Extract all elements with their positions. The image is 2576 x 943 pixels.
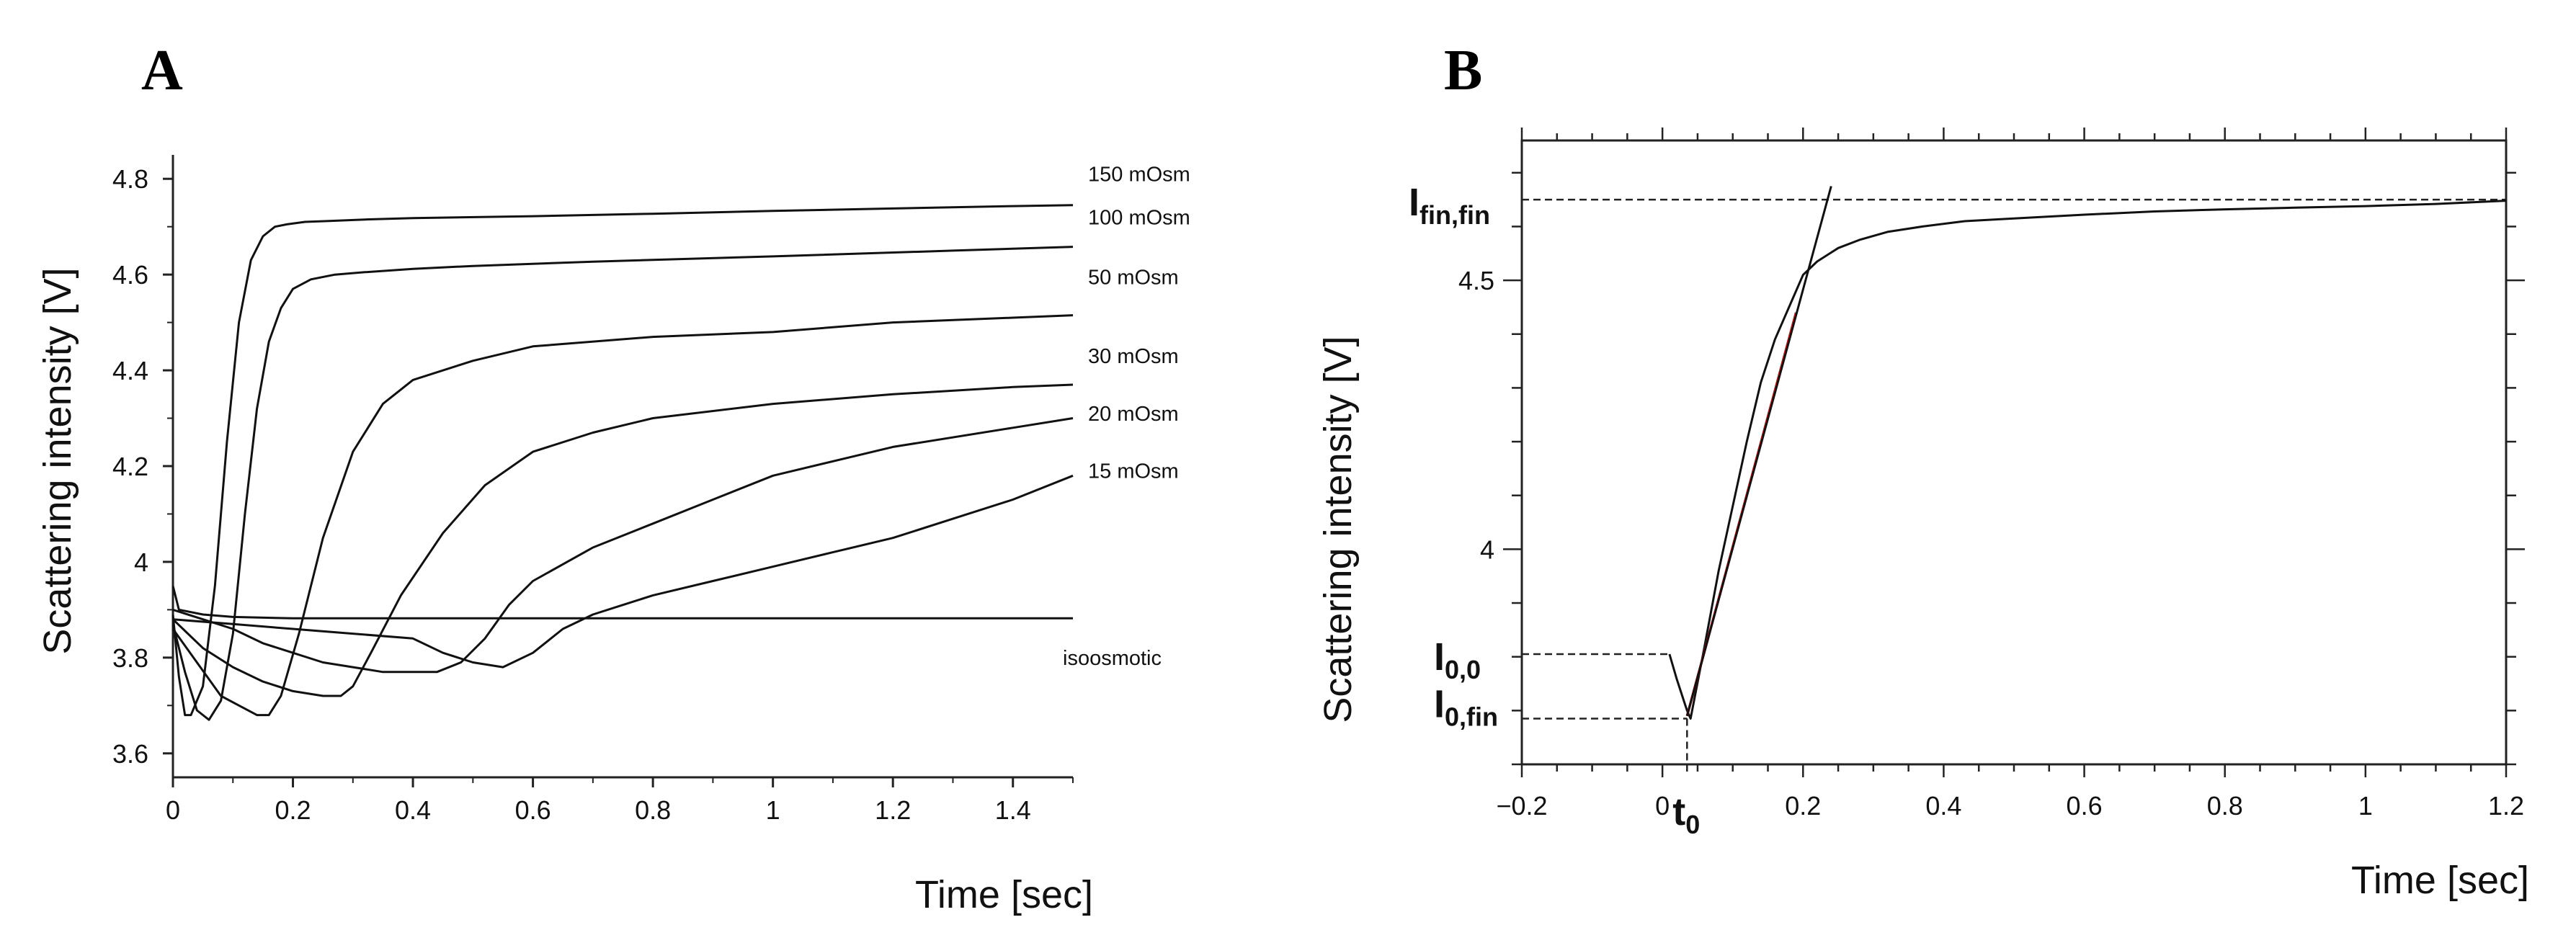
a-curve-label-15-mosm: 15 mOsm: [1088, 460, 1179, 483]
b-xtick-label: 0.4: [1925, 791, 1961, 821]
chart-a-ylabel: Scattering intensity [V]: [36, 267, 79, 654]
b-xtick-label: 0.8: [2207, 791, 2243, 821]
b-xtick-label: 0.6: [2067, 791, 2103, 821]
b-xtick-label: 0: [1655, 791, 1670, 821]
a-curve-label-50-mosm: 50 mOsm: [1088, 266, 1179, 289]
chart-a: 0 0.2 0.4 0.6 0.8 1 1.2 1.43.63.844.24.44.64.8 …: [36, 155, 1190, 916]
b-xtick-label: 1.2: [2488, 791, 2524, 821]
a-ytick-label: 4: [134, 548, 148, 577]
b-series-tangent: [1685, 186, 1832, 717]
a-xtick-label: 1.2: [875, 795, 911, 825]
b-ytick-label: 4: [1480, 535, 1494, 564]
a-xtick-label: 0.8: [635, 795, 671, 825]
panel-a-label: A: [141, 39, 183, 102]
b-xtick-label: 1: [2358, 791, 2373, 821]
b-xtick-label: 0.2: [1785, 791, 1821, 821]
chart-b-annotations: Ifin,fin I0,0I0,fin t0: [1409, 181, 1700, 839]
a-xtick-label: 1.4: [995, 795, 1031, 825]
chart-b-reference-lines: [1522, 198, 2506, 772]
a-series-150-mosm: [171, 204, 1074, 717]
b-annotation-i-0-0: I0,0: [1434, 635, 1481, 684]
a-curve-label-100-mosm: 100 mOsm: [1088, 206, 1190, 229]
chart-b-series: [1668, 186, 2507, 720]
a-series-20-mosm: [172, 417, 1074, 674]
chart-b-ticks: −0.2 0 0.2 0.4 0.6 0.8 1 1.2 4 4.5: [1458, 128, 2525, 821]
a-ytick-label: 3.8: [112, 643, 148, 673]
a-series-isoosmotic: [171, 585, 1073, 620]
a-ytick-label: 3.6: [112, 739, 148, 769]
a-xtick-label: 0.6: [515, 795, 551, 825]
a-xtick-label: 0: [166, 795, 180, 825]
b-annotation-i-fin-fin: Ifin,fin: [1409, 181, 1490, 230]
b-xtick-label: −0.2: [1496, 791, 1547, 821]
chart-a-axes: [171, 155, 1073, 779]
a-series-15-mosm: [172, 474, 1074, 669]
chart-b-ylabel: Scattering intensity [V]: [1316, 336, 1360, 723]
b-annotation-i-0-fin: I0,fin: [1434, 683, 1498, 732]
a-curve-label-isoosmotic: isoosmotic: [1063, 647, 1162, 670]
a-ytick-label: 4.6: [112, 260, 148, 290]
a-xtick-label: 0.4: [395, 795, 431, 825]
chart-b-xlabel: Time [sec]: [2351, 859, 2529, 902]
a-curve-label-20-mosm: 20 mOsm: [1088, 403, 1179, 426]
a-xtick-label: 1: [766, 795, 780, 825]
panel-b-label: B: [1444, 39, 1482, 102]
a-ytick-label: 4.8: [112, 164, 148, 194]
a-xtick-label: 0.2: [275, 795, 311, 825]
a-series-100-mosm: [171, 246, 1074, 721]
a-curve-label-30-mosm: 30 mOsm: [1088, 345, 1179, 368]
a-ytick-label: 4.2: [112, 452, 148, 481]
b-annotation-t0: t0: [1672, 790, 1700, 839]
a-curve-label-150-mosm: 150 mOsm: [1088, 164, 1190, 187]
a-series-30-mosm: [171, 383, 1074, 697]
chart-a-xlabel: Time [sec]: [915, 873, 1093, 916]
chart-a-series: 150 mOsm 100 mOsm 50 mOsm 30 mOsm 20 mOsm 15 …: [171, 164, 1190, 721]
b-ytick-label: 4.5: [1458, 266, 1494, 295]
chart-a-ticks: 0 0.2 0.4 0.6 0.8 1 1.2 1.4 3.6 3.8 4 4.2 4.4 4.6 4.8: [112, 164, 1074, 825]
a-ytick-label: 4.4: [112, 356, 148, 385]
chart-b: −0.2 0 0.2 0.4 0.6 0.8 1 1.2 4 4.5 Time [sec] Sca…: [1316, 128, 2529, 902]
b-series-measured: [1668, 200, 2507, 720]
chart-b-frame: [1520, 139, 2508, 766]
a-series-50-mosm: [171, 314, 1074, 717]
